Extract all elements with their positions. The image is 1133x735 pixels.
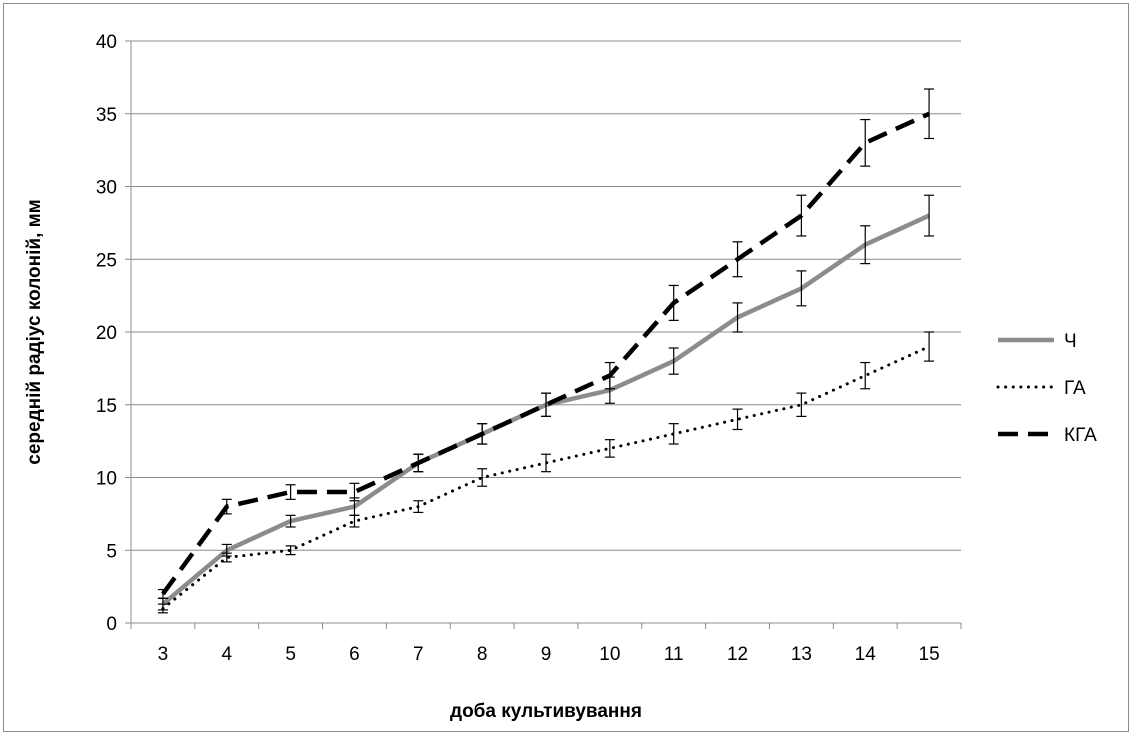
- x-tick-label: 14: [855, 644, 877, 665]
- x-tick-label: 5: [285, 644, 296, 665]
- error-bar: [541, 392, 551, 417]
- error-bar: [285, 484, 296, 500]
- error-bar: [924, 194, 935, 237]
- x-tick-label: 15: [919, 644, 940, 665]
- error-bar: [221, 498, 232, 515]
- error-bars: [157, 88, 935, 614]
- error-bar: [732, 408, 743, 431]
- y-tick-label: 25: [96, 250, 117, 271]
- error-bar: [541, 453, 551, 473]
- chart-frame: 3 4 5 6 7 8 9 10 11 12 13 14 15 0 5 10 15 20 25 30 35 40 доб…: [3, 3, 1129, 732]
- error-bar: [668, 284, 679, 321]
- error-bar: [668, 347, 679, 375]
- axes: [125, 40, 962, 629]
- error-bar: [413, 453, 424, 473]
- error-bar: [221, 552, 232, 563]
- error-bar: [604, 439, 615, 458]
- x-tick-labels: 3 4 5 6 7 8 9 10 11 12 13 14 15: [158, 644, 940, 665]
- y-tick-label: 15: [96, 396, 117, 417]
- error-bar: [413, 500, 424, 514]
- legend-item: Ч: [998, 331, 1077, 352]
- x-axis-title: доба культивування: [450, 701, 642, 722]
- error-bar: [477, 468, 488, 487]
- error-bar: [924, 88, 935, 140]
- x-tick-label: 4: [221, 644, 232, 665]
- legend-item: КГА: [998, 425, 1097, 446]
- y-tick-label: 40: [96, 32, 117, 53]
- legend-label: Ч: [1064, 331, 1077, 352]
- error-bar: [924, 331, 935, 362]
- x-tick-label: 11: [664, 644, 684, 665]
- error-bar: [796, 194, 807, 237]
- x-tick-label: 13: [791, 644, 812, 665]
- error-bar: [796, 270, 807, 307]
- series-line-КГА: [161, 111, 931, 596]
- x-tick-label: 8: [477, 644, 488, 665]
- gridlines: [131, 40, 961, 551]
- x-tick-label: 7: [413, 644, 424, 665]
- error-bar: [860, 361, 871, 390]
- error-bar: [732, 241, 743, 278]
- y-tick-label: 35: [96, 105, 117, 126]
- y-tick-label: 20: [96, 323, 117, 344]
- x-tick-label: 9: [541, 644, 552, 665]
- y-tick-label: 5: [106, 541, 117, 562]
- legend-label: КГА: [1064, 425, 1097, 446]
- error-bar: [477, 423, 488, 445]
- error-bar: [285, 514, 296, 528]
- legend-item: ГА: [996, 378, 1086, 399]
- error-bar: [732, 302, 743, 333]
- x-tick-label: 3: [158, 644, 169, 665]
- y-tick-labels: 0 5 10 15 20 25 30 35 40: [96, 32, 117, 635]
- y-tick-label: 30: [96, 178, 117, 199]
- y-tick-label: 0: [106, 614, 117, 635]
- error-bar: [349, 482, 360, 502]
- error-bar: [157, 603, 168, 614]
- line-chart: 3 4 5 6 7 8 9 10 11 12 13 14 15 0 5 10 15 20 25 30 35 40 доб…: [24, 32, 1097, 722]
- series-lines: [161, 111, 931, 610]
- y-tick-label: 10: [96, 469, 117, 490]
- legend-label: ГА: [1064, 378, 1086, 399]
- x-tick-label: 10: [599, 644, 620, 665]
- error-bar: [796, 392, 807, 417]
- error-bar: [860, 225, 871, 265]
- x-tick-label: 12: [727, 644, 748, 665]
- x-tick-label: 6: [349, 644, 360, 665]
- error-bar: [285, 545, 296, 556]
- error-bar: [157, 588, 168, 599]
- error-bar: [860, 118, 871, 167]
- y-axis-title: середній радіус колоній, мм: [24, 199, 45, 464]
- error-bar: [349, 514, 360, 528]
- legend: Ч ГА КГА: [996, 331, 1097, 446]
- error-bar: [668, 423, 679, 445]
- error-bar: [604, 361, 615, 390]
